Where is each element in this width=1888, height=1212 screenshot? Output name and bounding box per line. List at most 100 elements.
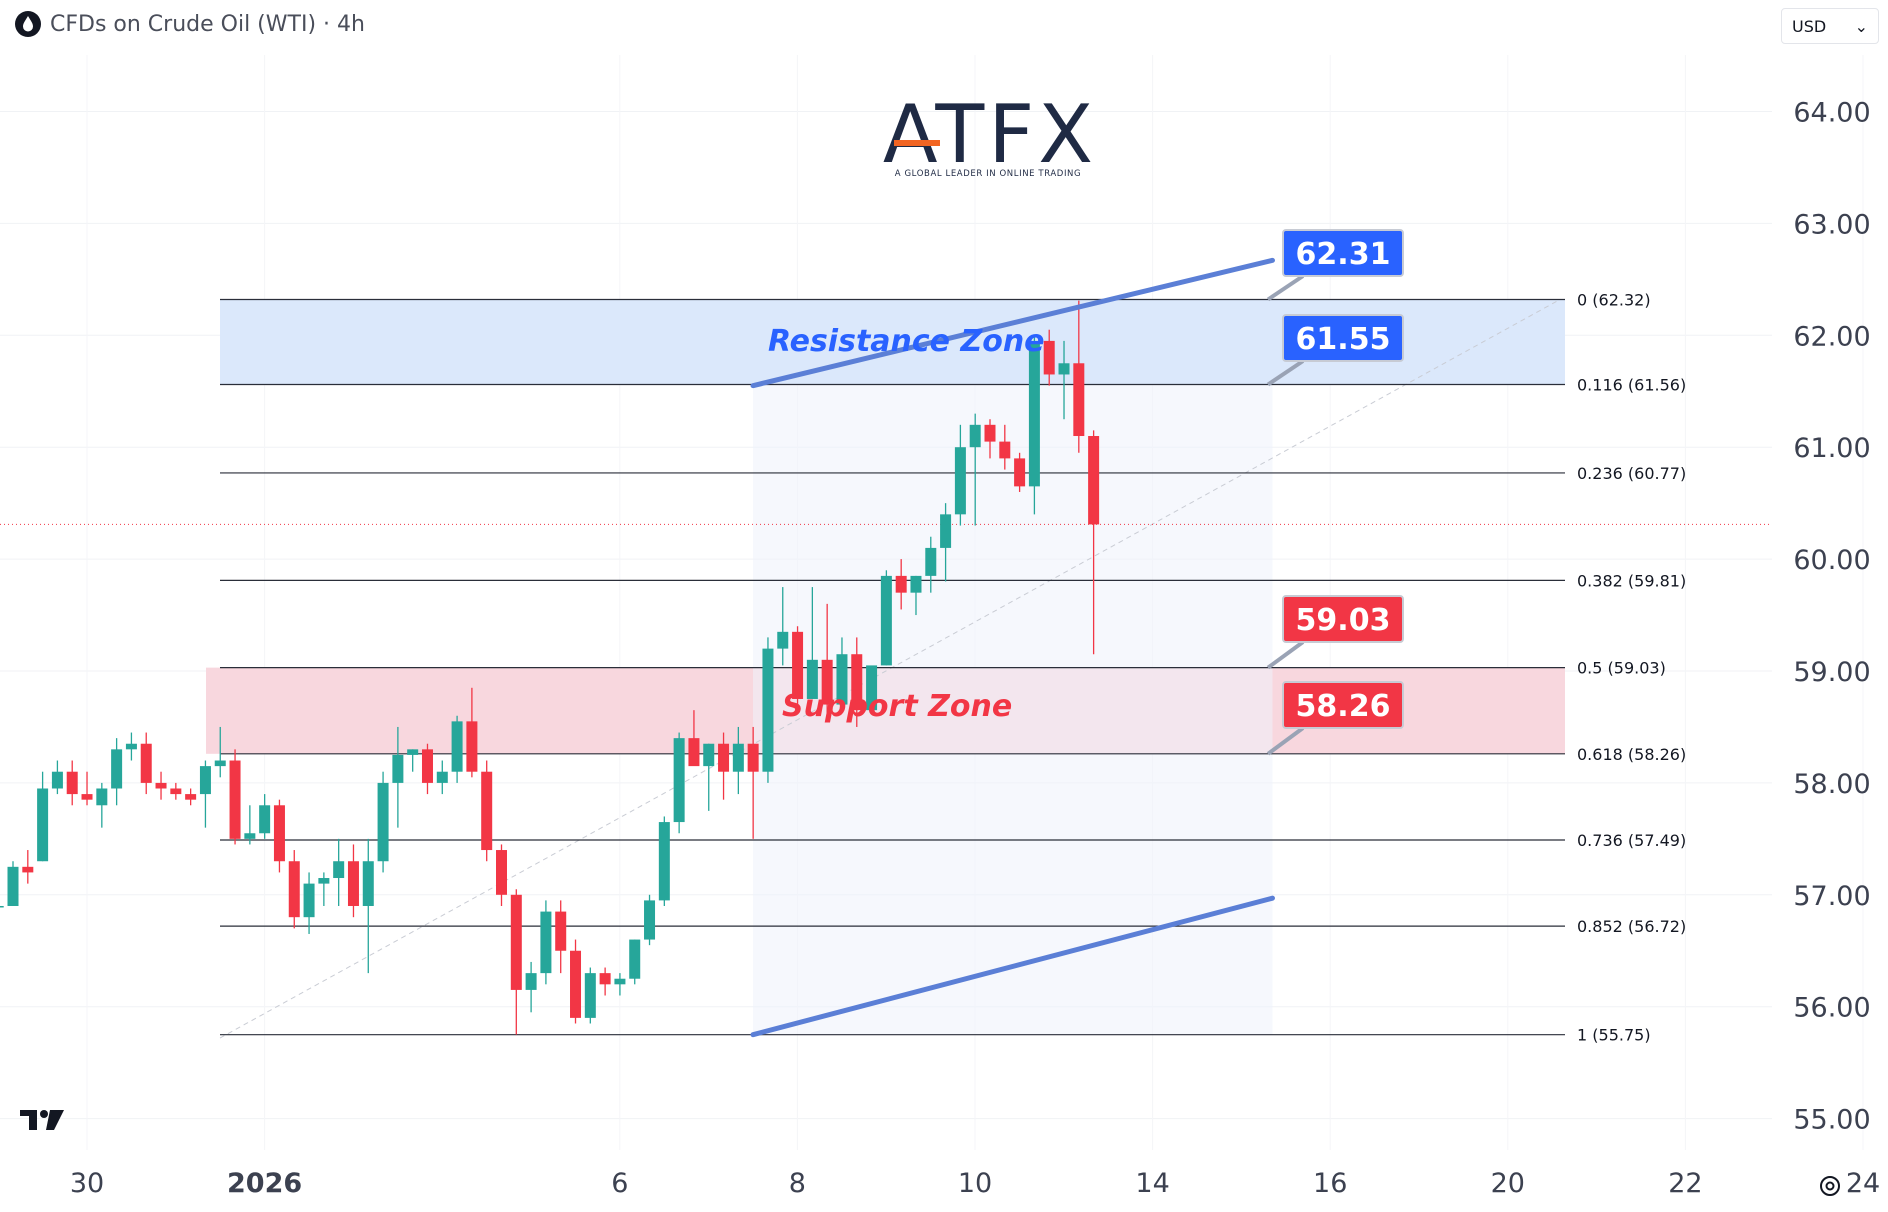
candle [777,587,789,666]
candle [303,872,315,934]
candle-body [984,424,996,442]
atfx-tagline: A GLOBAL LEADER IN ONLINE TRADING [895,169,1081,179]
candle [880,570,892,666]
candle [96,782,108,828]
candle [421,743,433,795]
y-axis-tick-label: 62.00 [1793,321,1870,352]
currency-select[interactable]: USD ⌄ [1781,8,1879,44]
callout-pointer [1266,640,1305,670]
candle [140,732,152,795]
candle-body [451,721,463,772]
candle [259,794,271,839]
callout-box [1282,314,1404,362]
atfx-accent-bar [894,140,940,146]
candle [377,771,389,873]
callout-value: 61.55 [1296,322,1391,357]
candle [185,788,197,806]
candle [1058,340,1070,420]
candle-body [347,861,359,906]
callout-box [1282,229,1404,277]
candle [599,967,611,996]
candle-body [22,866,34,873]
candle-body [1043,340,1055,375]
candle-body [155,782,167,789]
atfx-wordmark: ATFX [883,88,1097,181]
candle-body [81,794,93,800]
candle-body [584,973,596,1018]
candle [688,710,700,767]
candle [22,850,34,884]
candle-body [0,905,4,908]
candle [747,726,759,839]
fib-level-label: 1 (55.75) [1577,1026,1651,1045]
candle-body [806,659,818,699]
candle [629,939,641,985]
callout-pointer [1266,274,1305,302]
candle-body [732,743,744,772]
candle [792,626,804,705]
candle-body [954,447,966,515]
tv-logo-slash [46,1110,64,1130]
candle [333,838,345,906]
candle-body [7,866,19,906]
candle [111,738,123,806]
candle [451,715,463,783]
candle [895,559,907,610]
candle-body [614,978,626,985]
candle-body [407,749,419,755]
price-callout: 61.55 [1266,314,1404,387]
candle-body [421,749,433,783]
callout-value: 58.26 [1296,689,1391,724]
candle-body [836,654,848,705]
candle [732,726,744,795]
fib-level-label: 0.852 (56.72) [1577,917,1686,936]
candle-body [96,788,108,806]
candle-body [718,743,730,772]
candle-body [673,738,685,823]
candle [673,732,685,834]
candle [37,771,49,862]
x-axis-tick-label: 20 [1491,1168,1525,1199]
price-callout: 58.26 [1266,681,1404,756]
candle [66,760,78,806]
candle-body [540,911,552,974]
fib-trendline [219,299,1561,1039]
candle [851,637,863,727]
tradingview-logo-icon [20,1110,64,1130]
y-axis-tick-label: 61.00 [1793,433,1870,464]
candle-body [940,514,952,548]
candle [510,889,522,1035]
resistance-zone-label: Resistance Zone [768,324,1045,359]
candle-body [288,861,300,918]
candle [836,637,848,711]
callout-pointer [1266,359,1305,387]
candle-body [703,743,715,767]
candle-body [599,973,611,985]
candle [392,726,404,828]
candle [969,413,981,526]
candle [1028,335,1040,515]
candle-body [37,788,49,862]
candle [0,905,4,908]
y-axis-tick-label: 57.00 [1793,881,1870,912]
callout-box [1282,681,1404,729]
candle-body [273,805,285,862]
settings-gear-icon[interactable] [1820,1176,1840,1196]
candle-body [895,575,907,593]
chart-header: CFDs on Crude Oil (WTI) · 4h [14,10,365,38]
x-axis-tick-label: 10 [958,1168,992,1199]
candle [199,760,211,828]
candle-body [880,575,892,666]
x-axis-tick-label: 16 [1313,1168,1347,1199]
candle [1073,300,1085,453]
x-axis-tick-label: 2026 [227,1168,302,1199]
candle [51,760,63,795]
candle-body [1088,436,1100,525]
fib-level-label: 0.618 (58.26) [1577,745,1686,764]
candle [525,961,537,1013]
y-axis-tick-label: 58.00 [1793,769,1870,800]
candle [718,732,730,800]
candle-body [866,665,878,711]
candle-body [140,743,152,783]
